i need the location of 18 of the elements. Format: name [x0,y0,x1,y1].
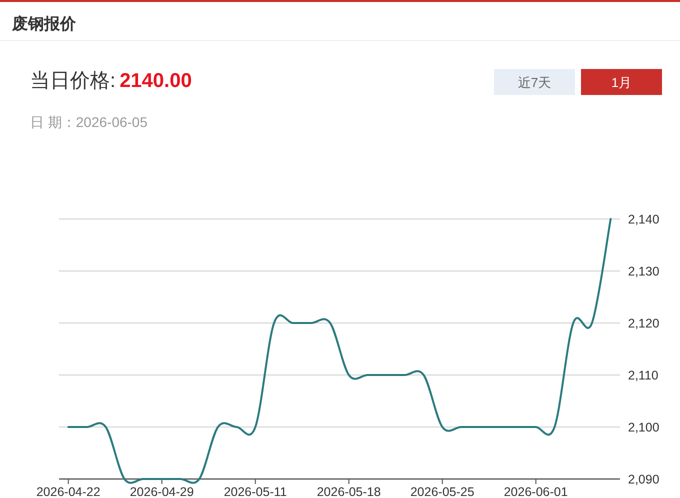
y-tick-label: 2,090 [628,472,660,486]
y-tick-label: 2,100 [628,420,660,434]
x-tick-label: 2026-04-29 [130,485,194,498]
title: 废钢报价 [12,16,76,33]
button: 近7天 [494,69,575,95]
y-tick-label: 2,140 [628,212,660,226]
x-tick-label: 2026-05-18 [316,485,381,498]
x-tick-label: 2026-05-11 [224,485,287,498]
x-tick-label: 2026-05-25 [410,485,474,498]
date: 日 期：2026-06-05 [30,114,148,130]
y-tick-label: 2,110 [628,368,658,382]
button: 1月 [581,69,662,95]
current-price: 2140.00 [120,70,192,92]
subtitle: 当日价格: [30,70,116,92]
y-tick-label: 2,120 [628,316,660,330]
x-tick-label: 2026-04-22 [36,485,100,498]
y-tick-label: 2,130 [628,264,660,278]
x-tick-label: 2026-06-01 [504,485,568,498]
